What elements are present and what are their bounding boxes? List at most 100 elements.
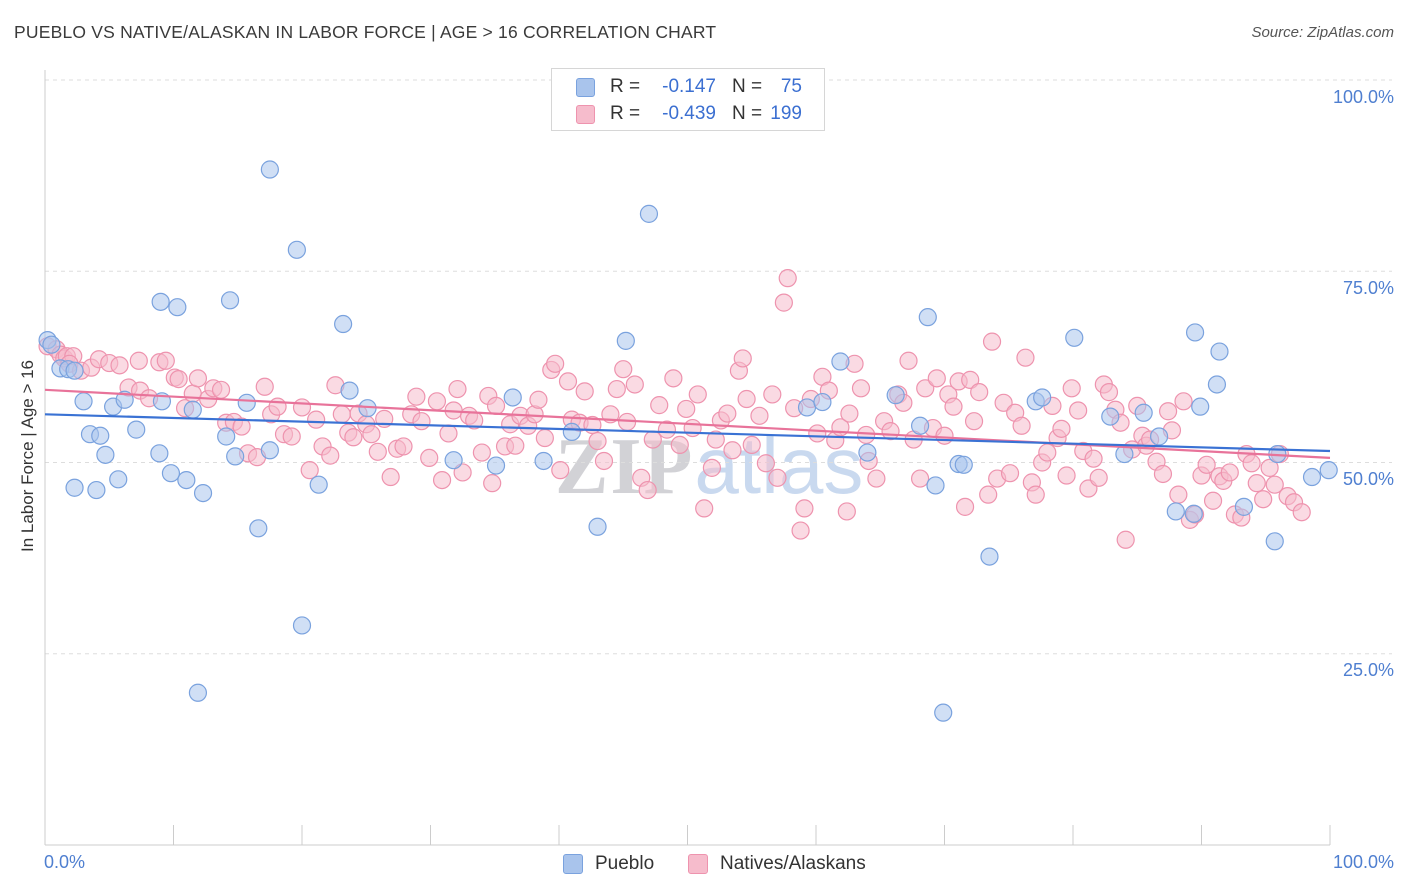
native-point [607,379,626,399]
native-point [768,468,787,487]
pueblo-point [954,455,973,474]
native-point [183,384,202,403]
native-point [808,424,827,443]
pueblo-point [287,240,306,259]
pueblo-point [260,160,279,179]
native-point [650,396,669,415]
native-point [670,435,689,455]
n-value: 199 [770,103,802,124]
legend-label-pueblo: Pueblo [595,853,655,874]
pueblo-point [1184,504,1203,523]
legend-item-pueblo: Pueblo [563,852,673,878]
pueblo-point [91,426,110,445]
native-point [677,399,696,419]
pueblo-point [177,470,196,490]
native-point [344,428,363,447]
native-point [420,448,439,468]
native-point [742,435,761,455]
native-point [614,360,633,379]
native-point [733,349,752,368]
legend-label-native: Natives/Alaskans [720,853,866,874]
native-point [625,375,644,394]
native-point [1260,458,1279,477]
pueblo-point [813,392,832,412]
native-point [321,446,340,465]
source-credit: Source: ZipAtlas.com [1251,24,1394,41]
native-point [706,430,725,449]
pueblo-point [1210,342,1229,361]
pueblo-point [226,447,245,466]
native-point [1116,530,1135,549]
native-point [1247,474,1266,493]
native-point [211,380,231,399]
native-point [472,443,491,462]
stats-row-native: R = -0.439 N = 199 [552,102,824,128]
native-point [857,425,876,445]
r-label: R = [610,76,641,97]
native-point [935,426,954,445]
native-point [970,383,989,402]
pueblo-point [220,291,240,310]
native-point [268,397,287,416]
native-point [1016,348,1035,367]
native-swatch [576,105,595,124]
native-point [778,269,797,288]
native-point [307,410,326,429]
native-point [483,474,502,493]
x-tick-label-0: 0.0% [44,852,86,872]
native-point [332,405,351,424]
pueblo-point [1033,388,1052,407]
native-point [638,480,657,500]
native-point [427,392,447,411]
native-point [851,379,871,398]
native-point [1000,464,1020,483]
y-tick-label-75: 75.0% [1342,278,1394,298]
native-point [867,469,886,488]
pueblo-point [1207,375,1227,394]
native-point [979,485,998,504]
pueblo-point [334,314,353,334]
pueblo-legend-swatch [563,854,583,874]
pueblo-point [910,416,930,435]
native-point [791,521,810,540]
native-point [255,377,274,396]
pueblo-swatch [576,78,595,97]
native-point [702,458,722,477]
native-point [1062,379,1081,398]
pueblo-point [168,298,187,317]
native-point [795,499,814,518]
native-point [756,454,775,473]
pueblo-point [797,398,817,417]
y-tick-label-50: 50.0% [1342,469,1394,489]
native-point [453,463,472,482]
grid-layer [45,79,1392,655]
native-point [1038,443,1057,462]
native-point [643,430,662,449]
bottom-legend: Pueblo Natives/Alaskans [0,852,1406,878]
native-point [282,427,301,446]
pueblo-point [1185,323,1205,342]
native-point [300,461,319,480]
pueblo-point [1191,397,1210,416]
native-point [1012,416,1031,435]
native-point [1026,485,1045,504]
axis-layer [44,70,1331,846]
pueblo-points [38,160,1338,722]
native-point [588,431,607,451]
native-point [737,389,756,409]
pueblo-point [74,392,93,411]
native-point [110,356,129,375]
native-point [594,451,614,471]
pueblo-point [1319,461,1338,480]
native-point [394,437,413,456]
pueblo-point [340,381,359,400]
native-point [439,424,458,443]
native-point [1052,419,1071,438]
native-point [982,332,1002,351]
native-point [292,398,312,417]
native-point [750,406,769,425]
native-point [927,369,946,388]
y-axis-label: In Labor Force | Age > 16 [18,359,37,553]
pueblo-point [127,420,146,439]
native-point [964,412,984,431]
